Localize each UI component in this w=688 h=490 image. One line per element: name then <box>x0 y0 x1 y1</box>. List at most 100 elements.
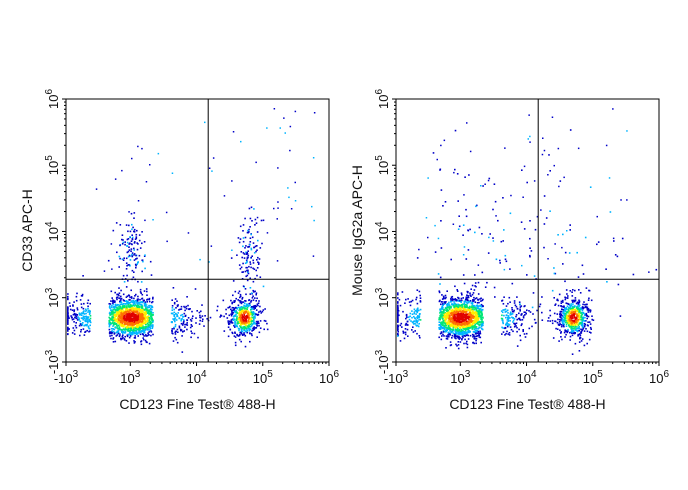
event-dot <box>247 229 249 232</box>
event-dot <box>411 310 413 312</box>
event-dot <box>122 274 125 277</box>
event-dot <box>67 323 69 325</box>
event-dot <box>150 331 153 333</box>
event-dot <box>556 328 559 330</box>
event-dot <box>131 323 133 326</box>
event-dot <box>480 326 483 328</box>
event-dot <box>465 297 467 300</box>
event-dot <box>152 219 154 221</box>
event-dot <box>147 325 150 327</box>
event-dot <box>246 266 248 269</box>
event-dot <box>461 299 463 302</box>
event-dot <box>234 311 237 313</box>
event-dot <box>131 252 134 254</box>
event-dot <box>567 309 570 311</box>
event-dot <box>125 319 128 322</box>
event-dot <box>131 157 133 160</box>
event-dot <box>130 212 133 215</box>
event-dot <box>571 295 574 297</box>
event-dot <box>245 303 248 305</box>
event-dot <box>452 303 455 305</box>
event-dot <box>146 310 148 312</box>
event-dot <box>134 329 137 332</box>
event-dot <box>115 309 117 311</box>
event-dot <box>457 344 460 346</box>
event-dot <box>69 305 71 307</box>
event-dot <box>574 326 576 329</box>
event-dot <box>130 332 132 334</box>
event-dot <box>419 300 422 302</box>
event-dot <box>82 312 85 315</box>
event-dot <box>448 323 451 326</box>
event-dot <box>444 201 447 203</box>
event-dot <box>447 322 449 325</box>
event-dot <box>513 302 516 304</box>
event-dot <box>243 328 246 330</box>
event-dot <box>513 326 516 328</box>
event-dot <box>446 311 448 314</box>
event-dot <box>246 331 249 334</box>
event-dot <box>251 334 253 337</box>
event-dot <box>584 316 586 319</box>
event-dot <box>75 299 78 302</box>
event-dot <box>67 298 69 301</box>
event-dot <box>220 314 222 317</box>
event-dot <box>413 311 416 313</box>
event-dot <box>440 315 443 317</box>
event-dot <box>124 330 127 333</box>
event-dot <box>564 336 566 338</box>
event-dot <box>543 195 546 197</box>
event-dot <box>257 256 259 259</box>
event-dot <box>255 292 258 294</box>
event-dot <box>231 331 233 334</box>
event-dot <box>445 296 447 299</box>
event-dot <box>508 334 511 336</box>
event-dot <box>261 242 263 245</box>
event-dot <box>151 301 153 304</box>
event-dot <box>76 314 79 316</box>
event-dot <box>504 254 507 257</box>
event-dot <box>240 311 243 313</box>
event-dot <box>507 323 509 325</box>
event-dot <box>279 127 281 129</box>
event-dot <box>481 233 483 235</box>
event-dot <box>444 315 446 317</box>
event-dot <box>234 290 237 293</box>
event-dot <box>458 320 461 323</box>
event-dot <box>516 307 519 310</box>
event-dot <box>144 339 147 342</box>
event-dot <box>116 296 119 298</box>
event-dot <box>472 327 474 329</box>
event-dot <box>512 319 515 322</box>
event-dot <box>444 312 447 315</box>
event-dot <box>511 309 513 311</box>
event-dot <box>67 308 69 310</box>
event-dot <box>442 312 445 315</box>
event-dot <box>234 322 236 325</box>
event-dot <box>494 296 496 298</box>
event-dot <box>175 330 177 333</box>
event-dot <box>130 296 133 298</box>
event-dot <box>442 311 444 314</box>
event-dot <box>583 313 586 315</box>
event-dot <box>128 310 130 313</box>
event-dot <box>465 310 468 313</box>
event-dot <box>129 317 132 319</box>
event-dot <box>575 323 577 325</box>
event-dot <box>478 326 481 329</box>
event-dot <box>529 254 531 257</box>
event-dot <box>238 299 241 302</box>
event-dot <box>143 241 146 243</box>
event-dot <box>562 315 564 318</box>
event-dot <box>510 312 512 315</box>
event-dot <box>242 327 244 330</box>
event-dot <box>226 317 229 319</box>
event-dot <box>238 318 240 320</box>
event-dot <box>415 313 417 315</box>
event-dot <box>549 309 551 312</box>
event-dot <box>134 304 137 306</box>
event-dot <box>233 300 235 302</box>
event-dot <box>524 311 527 314</box>
event-dot <box>113 301 116 303</box>
event-dot <box>447 309 449 312</box>
